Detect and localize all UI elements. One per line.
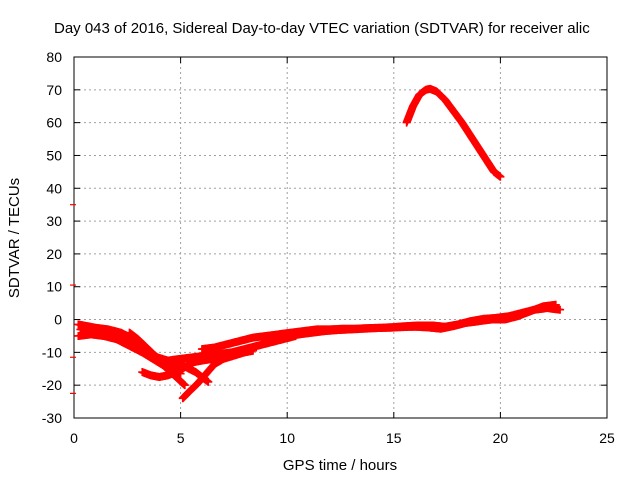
y-tick-label: 20 [46,246,62,262]
x-axis-label: GPS time / hours [283,457,397,474]
y-tick-label: 30 [46,213,62,229]
x-tick-label: 0 [70,430,78,446]
x-tick-label: 10 [279,430,295,446]
y-tick-label: 40 [46,180,62,196]
data-point [249,346,258,355]
chart-title: Day 043 of 2016, Sidereal Day-to-day VTE… [54,20,590,37]
axis-ticks: 0 5 10 15 20 25 -30 -20 -10 0 10 20 30 40 50 60 70 80 [42,49,615,446]
data-point [180,381,189,390]
y-tick-label: 50 [46,147,62,163]
series-arc-5 [125,328,185,378]
data-point [556,305,565,314]
series-edge-ticks [70,204,76,394]
y-tick-label: 80 [46,49,62,65]
grid-lines [74,57,607,418]
y-tick-label: -10 [42,344,62,360]
data-point [204,377,213,386]
plot-frame [73,56,608,419]
data-point [176,369,185,378]
data-point [551,300,560,309]
y-tick-label: -20 [42,377,62,393]
x-tick-label: 25 [599,430,615,446]
y-tick-label: 10 [46,279,62,295]
x-tick-label: 15 [386,430,402,446]
x-tick-label: 20 [493,430,509,446]
y-axis-label: SDTVAR / TECUs [6,178,23,298]
data-point [496,172,505,181]
data-series [70,84,565,403]
series-arc-8 [257,300,560,344]
series-arc-6 [178,346,258,403]
x-tick-label: 5 [177,430,185,446]
y-tick-label: 0 [54,312,62,328]
series-arc-high [402,84,505,181]
y-tick-label: -30 [42,410,62,426]
y-tick-label: 60 [46,115,62,131]
y-tick-label: 70 [46,82,62,98]
